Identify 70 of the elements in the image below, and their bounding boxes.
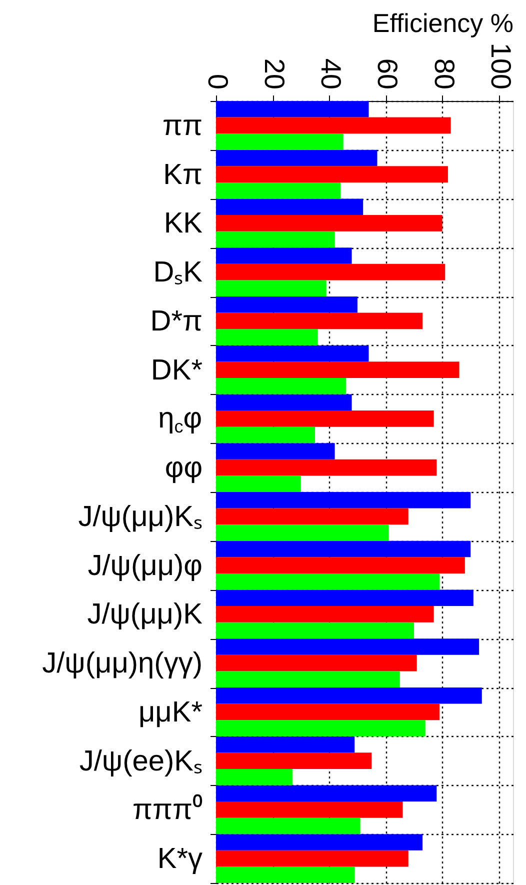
bar [216,524,389,541]
bar [216,101,369,118]
bar [216,736,355,753]
y-tick-label: J/ψ(μμ)η(γγ) [42,648,202,680]
bar [216,720,426,736]
bar [216,573,440,590]
y-tick-label: πππ⁰ [132,794,202,826]
bar [216,768,292,786]
x-tick-label: 80 [428,58,460,90]
bar [216,850,408,867]
bar [216,688,482,704]
y-tick-label: J/ψ(μμ)K [87,598,204,631]
x-tick-label: 20 [259,58,290,90]
y-tick-label: ππ [162,110,202,142]
y-tick-label: KK [164,208,204,240]
bar [216,345,369,362]
bar [216,150,378,166]
bar [216,590,474,606]
bar [216,182,340,199]
y-tick-label: μμK* [138,696,202,728]
bar [216,378,346,394]
x-tick-label: 40 [316,58,347,90]
bar [216,443,335,460]
y-tick-label: φφ [164,452,202,484]
bar [216,198,364,216]
x-tick-label: 0 [202,74,234,90]
y-tick-label: J/ψ(ee)Kₛ [79,745,202,778]
bar [216,362,460,378]
bar [216,704,440,720]
bar [216,166,448,182]
bar [216,117,451,134]
bar [216,426,315,444]
bar [216,834,422,850]
bar [216,329,318,346]
bar [216,671,400,688]
x-tick-label: 60 [372,58,404,90]
bar [216,622,414,639]
bar [216,134,344,150]
y-tick-label: DK* [150,354,202,386]
bar [216,215,442,232]
bar [216,312,422,330]
bar [216,752,372,769]
bar [216,508,408,525]
bar [216,785,437,802]
bar [216,802,403,818]
y-tick-label: DₛK [153,256,204,289]
bar [216,818,360,834]
bar [216,866,355,883]
bar [216,264,446,280]
y-tick-label: D*π [150,305,202,338]
bar [216,296,358,313]
bar [216,410,434,427]
x-axis-title: Efficiency % [372,8,514,38]
bar [216,231,335,248]
bar [216,654,417,672]
bar [216,638,480,655]
x-tick-label: 100 [485,42,516,90]
y-tick-label: Kπ [163,158,202,191]
y-tick-label: J/ψ(μμ)Kₛ [78,500,202,533]
bar [216,606,434,622]
bar [216,248,352,264]
bar [216,394,352,411]
bar [216,557,465,574]
bar [216,492,471,508]
bar [216,280,326,296]
bar [216,459,437,476]
y-tick-label: K*γ [157,843,203,876]
y-tick-label: J/ψ(μμ)φ [88,550,202,582]
bar [216,540,471,558]
bar [216,476,301,492]
